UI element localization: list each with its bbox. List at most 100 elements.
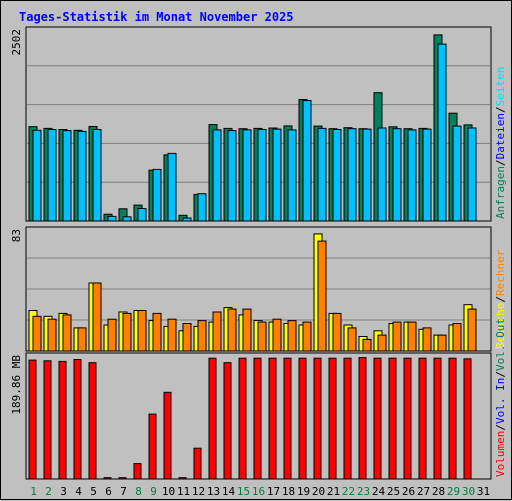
bar-dateien-day-25 [392,128,402,222]
bar-dateien-day-26 [407,129,417,222]
bar-rechner-day-23 [362,338,372,352]
legend-entry: / [494,159,507,166]
bar-rechner-day-17 [272,318,282,352]
bar-rechner-day-10 [167,318,177,352]
bar-rechner-day-28 [437,334,447,352]
bar-rechner-day-1 [32,315,42,352]
bar-volumen-day-10 [163,391,172,480]
bar-volumen-day-28 [433,357,442,480]
bar-volumen-day-25 [388,357,397,480]
bar-volumen-day-18 [283,357,292,480]
bar-dateien-day-7 [122,216,132,222]
legend-entry: Vol. In [494,378,507,424]
bar-rechner-day-12 [197,320,207,352]
bar-rechner-day-21 [332,312,342,352]
bar-rechner-day-22 [347,327,357,352]
x-tick-label-day-25: 25 [387,485,400,498]
legend-entry: / [494,296,507,303]
x-tick-label-day-5: 5 [90,485,97,498]
panel-legend: Anfragen/Dateien/Seiten [494,67,507,219]
bar-volumen-day-3 [58,360,67,480]
y-max-label: 83 [10,229,23,242]
bar-volumen-day-26 [403,357,412,480]
bar-rechner-day-26 [407,321,417,352]
x-tick-label-day-3: 3 [60,485,67,498]
bar-volumen-day-30 [463,358,472,480]
bar-volumen-day-2 [43,360,52,480]
bar-dateien-day-5 [92,129,102,222]
bar-dateien-day-28 [437,43,447,222]
panel-top: 2502 Anfragen/Dateien/Seiten [10,26,507,222]
bar-rechner-day-9 [152,312,162,352]
legend-entry: Anfragen [494,166,507,219]
bar-volumen-day-17 [268,357,277,480]
bar-rechner-day-8 [137,310,147,352]
panel-legend: Volumen/Vol. In/Vol. Out [494,318,507,477]
x-tick-label-day-21: 21 [327,485,340,498]
x-tick-label-day-18: 18 [282,485,295,498]
bar-volumen-day-11 [178,477,187,480]
panel-middle: 83 Besuche/Rechner [10,226,507,352]
y-max-label: 189.86 MB [10,355,23,415]
bar-dateien-day-6 [107,215,117,222]
bar-rechner-day-15 [242,308,252,352]
legend-entry: / [494,371,507,378]
x-tick-label-day-14: 14 [222,485,236,498]
x-tick-label-day-31: 31 [477,485,490,498]
bar-rechner-day-5 [92,282,102,352]
bar-rechner-day-24 [377,334,387,352]
bar-rechner-day-3 [62,314,72,352]
bar-dateien-day-3 [62,130,72,222]
bar-volumen-day-23 [358,357,367,480]
legend-entry: / [494,106,507,113]
bar-rechner-day-7 [122,312,132,352]
x-tick-label-day-11: 11 [177,485,190,498]
legend-entry: / [494,424,507,431]
bar-dateien-day-13 [212,129,222,222]
bar-dateien-day-15 [242,129,252,222]
x-tick-label-day-29: 29 [447,485,460,498]
legend-entry: Volumen [494,431,507,477]
x-tick-label-day-2: 2 [45,485,52,498]
bar-volumen-day-16 [253,357,262,480]
bar-dateien-day-20 [317,127,327,222]
x-tick-label-day-4: 4 [75,485,82,498]
legend-entry: Besuche [494,303,507,349]
bar-volumen-day-27 [418,357,427,480]
bar-rechner-day-4 [77,327,87,352]
bar-volumen-day-1 [28,359,37,480]
bar-volumen-day-15 [238,357,247,480]
panel-legend: Besuche/Rechner [494,249,507,349]
bar-dateien-day-21 [332,129,342,222]
x-tick-label-day-27: 27 [417,485,430,498]
bar-dateien-day-23 [362,128,372,222]
bar-rechner-day-19 [302,321,312,352]
x-tick-label-day-10: 10 [162,485,175,498]
chart-title: Tages-Statistik im Monat November 2025 [19,10,294,24]
x-tick-label-day-13: 13 [207,485,220,498]
bar-dateien-day-4 [77,130,87,222]
x-tick-label-day-16: 16 [252,485,265,498]
bar-volumen-day-7 [118,477,127,480]
x-tick-label-day-6: 6 [105,485,112,498]
x-tick-label-day-1: 1 [30,485,37,498]
legend-entry: Rechner [494,249,507,296]
bar-dateien-day-2 [47,129,57,222]
x-tick-label-day-12: 12 [192,485,205,498]
bar-volumen-day-5 [88,362,97,480]
bar-dateien-day-19 [302,100,312,222]
legend-entry: Dateien [494,113,507,159]
bar-rechner-day-20 [317,240,327,352]
x-tick-label-day-20: 20 [312,485,325,498]
bar-dateien-day-18 [287,129,297,222]
x-tick-label-day-22: 22 [342,485,355,498]
bar-rechner-day-18 [287,320,297,352]
bar-dateien-day-17 [272,128,282,222]
y-max-label: 2502 [10,29,23,56]
bar-dateien-day-30 [467,127,477,222]
x-tick-label-day-8: 8 [135,485,142,498]
x-tick-label-day-30: 30 [462,485,475,498]
bar-dateien-day-10 [167,152,177,222]
